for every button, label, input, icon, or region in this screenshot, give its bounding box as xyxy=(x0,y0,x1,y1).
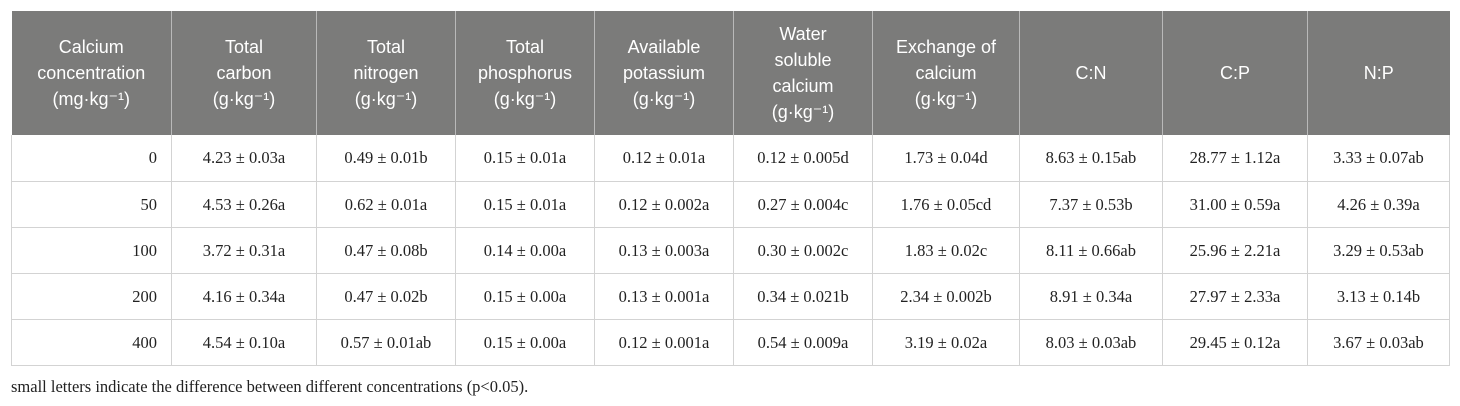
table-cell: 0.62 ± 0.01a xyxy=(316,181,456,228)
table-cell: 3.19 ± 0.02a xyxy=(872,319,1020,366)
table-cell: 4.16 ± 0.34a xyxy=(171,273,317,320)
table-cell: 0.15 ± 0.01a xyxy=(455,135,595,182)
table-cell: 1.83 ± 0.02c xyxy=(872,227,1020,274)
table-row: 0 4.23 ± 0.03a 0.49 ± 0.01b 0.15 ± 0.01a 0.1… xyxy=(11,135,1450,182)
column-header: Total nitrogen (g·kg⁻¹) xyxy=(316,11,456,135)
table-row: 50 4.53 ± 0.26a 0.62 ± 0.01a 0.15 ± 0.01a 0.… xyxy=(11,181,1450,228)
column-header-line: Total xyxy=(366,37,406,57)
table-cell: 0.12 ± 0.01a xyxy=(594,135,734,182)
concentration-cell: 200 xyxy=(11,273,172,320)
table-cell: 0.12 ± 0.005d xyxy=(733,135,873,182)
table-body: 0 4.23 ± 0.03a 0.49 ± 0.01b 0.15 ± 0.01a 0.1… xyxy=(11,135,1450,366)
column-header-line: C:P xyxy=(1219,63,1250,83)
data-table: Calcium concentration (mg·kg⁻¹) Total carbon… xyxy=(11,11,1450,366)
table-cell: 0.27 ± 0.004c xyxy=(733,181,873,228)
table-row: 200 4.16 ± 0.34a 0.47 ± 0.02b 0.15 ± 0.00a 0… xyxy=(11,273,1450,320)
column-header: Available potassium (g·kg⁻¹) xyxy=(594,11,734,135)
column-header-line: potassium xyxy=(622,63,706,83)
table-cell: 2.34 ± 0.002b xyxy=(872,273,1020,320)
table-cell: 7.37 ± 0.53b xyxy=(1019,181,1163,228)
column-header-line: nitrogen xyxy=(353,63,419,83)
table-cell: 0.12 ± 0.002a xyxy=(594,181,734,228)
table-cell: 4.54 ± 0.10a xyxy=(171,319,317,366)
column-header: Calcium concentration (mg·kg⁻¹) xyxy=(11,11,172,135)
table-cell: 0.47 ± 0.08b xyxy=(316,227,456,274)
table-cell: 3.33 ± 0.07ab xyxy=(1307,135,1450,182)
table-cell: 3.67 ± 0.03ab xyxy=(1307,319,1450,366)
column-header-line: calcium xyxy=(915,63,977,83)
table-cell: 8.11 ± 0.66ab xyxy=(1019,227,1163,274)
table-cell: 8.03 ± 0.03ab xyxy=(1019,319,1163,366)
table-cell: 0.47 ± 0.02b xyxy=(316,273,456,320)
table-cell: 29.45 ± 0.12a xyxy=(1162,319,1308,366)
table-cell: 28.77 ± 1.12a xyxy=(1162,135,1308,182)
table-cell: 3.13 ± 0.14b xyxy=(1307,273,1450,320)
column-header-line: phosphorus xyxy=(477,63,573,83)
table-cell: 4.26 ± 0.39a xyxy=(1307,181,1450,228)
column-header-line: carbon xyxy=(216,63,272,83)
column-header-line: Calcium xyxy=(58,37,124,57)
table-cell: 0.34 ± 0.021b xyxy=(733,273,873,320)
column-header-line: (g·kg⁻¹) xyxy=(493,89,557,109)
column-header-line: (g·kg⁻¹) xyxy=(914,89,978,109)
table-cell: 0.57 ± 0.01ab xyxy=(316,319,456,366)
column-header: Exchange of calcium (g·kg⁻¹) xyxy=(872,11,1020,135)
column-header-line: (g·kg⁻¹) xyxy=(212,89,276,109)
column-header: Water soluble calcium (g·kg⁻¹) xyxy=(733,11,873,135)
column-header-line: C:N xyxy=(1075,63,1107,83)
table-cell: 3.72 ± 0.31a xyxy=(171,227,317,274)
table-cell: 31.00 ± 0.59a xyxy=(1162,181,1308,228)
column-header-line: N:P xyxy=(1363,63,1394,83)
table-cell: 0.12 ± 0.001a xyxy=(594,319,734,366)
header-row: Calcium concentration (mg·kg⁻¹) Total carbon… xyxy=(11,11,1450,135)
column-header-line: Exchange of xyxy=(895,37,997,57)
table-cell: 0.15 ± 0.00a xyxy=(455,319,595,366)
column-header: C:P xyxy=(1162,11,1308,135)
table-cell: 4.53 ± 0.26a xyxy=(171,181,317,228)
column-header-line: calcium xyxy=(772,76,834,96)
concentration-cell: 0 xyxy=(11,135,172,182)
concentration-cell: 50 xyxy=(11,181,172,228)
table-row: 400 4.54 ± 0.10a 0.57 ± 0.01ab 0.15 ± 0.00a… xyxy=(11,319,1450,366)
table-cell: 1.73 ± 0.04d xyxy=(872,135,1020,182)
table-cell: 8.91 ± 0.34a xyxy=(1019,273,1163,320)
concentration-cell: 100 xyxy=(11,227,172,274)
column-header-line: (g·kg⁻¹) xyxy=(354,89,418,109)
column-header: Total phosphorus (g·kg⁻¹) xyxy=(455,11,595,135)
table-cell: 0.15 ± 0.00a xyxy=(455,273,595,320)
table-cell: 0.54 ± 0.009a xyxy=(733,319,873,366)
column-header-line: Total xyxy=(505,37,545,57)
table-cell: 25.96 ± 2.21a xyxy=(1162,227,1308,274)
table-cell: 8.63 ± 0.15ab xyxy=(1019,135,1163,182)
table-cell: 1.76 ± 0.05cd xyxy=(872,181,1020,228)
column-header-line: (g·kg⁻¹) xyxy=(771,102,835,122)
table-cell: 4.23 ± 0.03a xyxy=(171,135,317,182)
column-header: Total carbon (g·kg⁻¹) xyxy=(171,11,317,135)
table-cell: 0.13 ± 0.001a xyxy=(594,273,734,320)
column-header-line: soluble xyxy=(774,50,832,70)
table-cell: 0.15 ± 0.01a xyxy=(455,181,595,228)
table-row: 100 3.72 ± 0.31a 0.47 ± 0.08b 0.14 ± 0.00a 0… xyxy=(11,227,1450,274)
table-cell: 0.13 ± 0.003a xyxy=(594,227,734,274)
table-footnote: small letters indicate the difference be… xyxy=(11,377,529,396)
table-cell: 3.29 ± 0.53ab xyxy=(1307,227,1450,274)
column-header-line: concentration xyxy=(37,63,146,83)
column-header-line: Water xyxy=(779,24,827,44)
column-header: C:N xyxy=(1019,11,1163,135)
column-header-line: Available xyxy=(627,37,701,57)
column-header-line: Total xyxy=(224,37,264,57)
table-cell: 0.14 ± 0.00a xyxy=(455,227,595,274)
table-cell: 0.30 ± 0.002c xyxy=(733,227,873,274)
table-cell: 0.49 ± 0.01b xyxy=(316,135,456,182)
concentration-cell: 400 xyxy=(11,319,172,366)
column-header: N:P xyxy=(1307,11,1450,135)
column-header-line: (g·kg⁻¹) xyxy=(632,89,696,109)
column-header-line: (mg·kg⁻¹) xyxy=(52,89,131,109)
table-cell: 27.97 ± 2.33a xyxy=(1162,273,1308,320)
